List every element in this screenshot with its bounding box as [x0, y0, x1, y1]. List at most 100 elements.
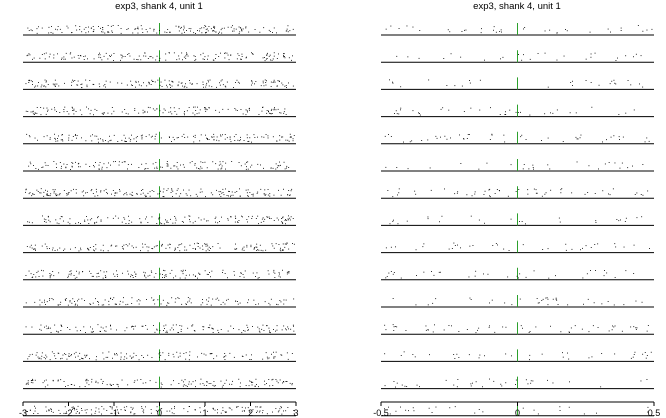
spike-dot: [224, 303, 226, 305]
spike-dot: [175, 298, 177, 300]
spike-dot: [108, 304, 110, 306]
spike-dot: [64, 248, 66, 250]
spike-dot: [163, 330, 164, 331]
spike-dot: [262, 358, 264, 360]
spike-dot: [616, 219, 618, 220]
spike-dot: [58, 331, 59, 333]
spike-dot: [249, 380, 251, 382]
spike-dot: [149, 195, 151, 197]
spike-dot: [130, 139, 132, 140]
spike-dot: [82, 358, 83, 359]
spike-dot: [75, 412, 77, 414]
spike-dot: [94, 250, 95, 252]
spike-dot: [632, 356, 634, 358]
spike-dot: [204, 161, 206, 163]
spike-dot: [400, 109, 401, 111]
spike-dot: [227, 26, 229, 28]
spike-dot: [26, 246, 28, 247]
spike-dot: [259, 331, 261, 333]
spike-dot: [27, 383, 29, 385]
spike-dot: [69, 223, 71, 225]
spike-dot: [230, 141, 232, 143]
spike-dot: [235, 248, 237, 250]
spike-dot: [163, 269, 164, 271]
spike-dot: [94, 108, 96, 110]
spike-dot: [439, 221, 440, 223]
spike-dot: [478, 357, 480, 359]
spike-dot: [279, 276, 281, 278]
spike-dot: [292, 138, 294, 140]
spike-dot: [416, 275, 417, 276]
spike-dot: [68, 356, 70, 357]
spike-dot: [56, 195, 57, 196]
spike-dot: [122, 272, 123, 274]
spike-dot: [100, 220, 102, 222]
spike-dot: [389, 79, 390, 81]
spike-dot: [154, 81, 156, 83]
spike-dot: [50, 32, 52, 33]
spike-dot: [211, 86, 213, 88]
spike-dot: [444, 135, 446, 137]
spike-dot: [287, 271, 289, 273]
spike-dot: [102, 250, 104, 252]
spike-dot: [590, 82, 592, 83]
spike-dot: [88, 249, 90, 251]
spike-dot: [520, 111, 521, 113]
spike-dot: [559, 410, 561, 411]
spike-dot: [251, 382, 252, 383]
spike-dot: [522, 407, 524, 409]
spike-dot: [530, 382, 532, 384]
spike-dot: [103, 55, 105, 57]
spike-dot: [283, 53, 285, 55]
spike-dot: [165, 219, 166, 221]
spike-dot: [53, 190, 55, 192]
spike-dot: [283, 56, 284, 58]
spike-dot: [279, 161, 280, 163]
spike-dot: [228, 190, 229, 192]
spike-dot: [642, 30, 644, 32]
x-tick-label: 0: [515, 408, 520, 418]
spike-dot: [98, 83, 100, 85]
spike-dot: [81, 357, 82, 359]
spike-dot: [435, 406, 437, 408]
spike-dot: [243, 140, 245, 141]
spike-dot: [212, 194, 214, 196]
spike-dot: [262, 410, 264, 411]
spike-dot: [127, 164, 129, 165]
spike-dot: [28, 30, 30, 31]
spike-dot: [64, 353, 65, 355]
spike-dot: [36, 107, 38, 108]
spike-dot: [389, 223, 391, 225]
spike-dot: [49, 273, 51, 274]
spike-dot: [63, 109, 65, 110]
spike-dot: [160, 303, 162, 305]
spike-dot: [145, 277, 147, 279]
spike-dot: [81, 114, 83, 116]
spike-dot: [137, 28, 139, 30]
spike-dot: [591, 356, 593, 358]
spike-dot: [255, 304, 257, 305]
spike-dot: [286, 165, 288, 167]
spike-dot: [205, 196, 206, 198]
spike-dot: [162, 191, 164, 193]
spike-dot: [536, 192, 538, 194]
spike-dot: [45, 221, 47, 223]
spike-dot: [242, 113, 244, 115]
spike-dot: [183, 25, 185, 27]
spike-dot: [201, 32, 203, 34]
spike-dot: [614, 162, 616, 164]
spike-dot: [36, 272, 38, 273]
spike-dot: [51, 351, 53, 353]
spike-dot: [27, 382, 29, 384]
spike-dot: [48, 56, 50, 58]
spike-dot: [140, 221, 142, 223]
spike-dot: [65, 298, 67, 299]
spike-dot: [397, 194, 398, 196]
spike-dot: [630, 357, 632, 359]
spike-dot: [78, 250, 80, 252]
spike-dot: [245, 189, 247, 191]
spike-dot: [189, 215, 191, 217]
spike-dot: [288, 82, 289, 84]
spike-dot: [289, 219, 291, 221]
spike-dot: [405, 409, 407, 411]
